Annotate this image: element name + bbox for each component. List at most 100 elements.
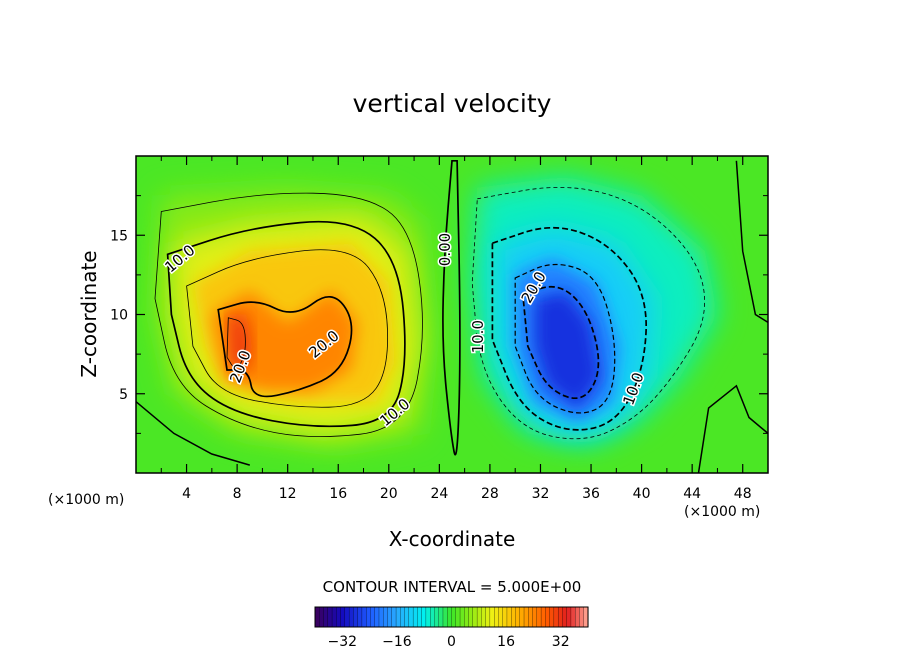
- colorbar-cell: [515, 606, 521, 628]
- colorbar-cell: [528, 606, 534, 628]
- colorbar-cell: [494, 606, 499, 628]
- colorbar-cell: [366, 606, 372, 628]
- colorbar-cell: [447, 606, 453, 628]
- colorbar-cell: [425, 606, 431, 628]
- colorbar-cell: [536, 606, 542, 628]
- colorbar-cell: [575, 606, 581, 628]
- colorbar-tick-label: 16: [497, 634, 515, 650]
- contour-line: [186, 249, 389, 408]
- contour-label: 10.0: [469, 320, 487, 353]
- colorbar-cell: [344, 606, 350, 628]
- colorbar-tick-label: 32: [552, 634, 570, 650]
- colorbar-cell: [395, 606, 401, 628]
- x-tick-label: 8: [233, 486, 242, 502]
- x-tick-label: 12: [279, 486, 297, 502]
- colorbar-cell: [378, 606, 384, 628]
- colorbar-cell: [327, 606, 333, 628]
- colorbar-cell: [340, 606, 346, 628]
- chart-title: vertical velocity: [353, 89, 552, 118]
- contour-line: [491, 226, 648, 431]
- colorbar-cell: [430, 606, 435, 628]
- y-tick-label: 5: [119, 387, 128, 403]
- colorbar-cell: [314, 606, 320, 628]
- x-unit-left: (×1000 m): [48, 492, 124, 508]
- colorbar-cell: [511, 606, 517, 628]
- colorbar-cell: [387, 606, 393, 628]
- y-axis-ticks: 5 10 15: [110, 195, 768, 434]
- colorbar-cell: [545, 606, 551, 628]
- colorbar-cell: [408, 606, 414, 628]
- colorbar-cell: [383, 606, 389, 628]
- x-tick-label: 36: [582, 486, 600, 502]
- x-tick-label: 24: [430, 486, 448, 502]
- contour-line: [521, 285, 600, 400]
- x-tick-label: 20: [380, 486, 398, 502]
- x-tick-label: 4: [182, 486, 191, 502]
- contour-line: [442, 159, 461, 456]
- colorbar-cell: [404, 606, 410, 628]
- contour-label: 0.00: [436, 233, 454, 266]
- y-tick-label: 10: [110, 308, 128, 324]
- colorbar-cell: [348, 606, 354, 628]
- colorbar-tick-label: −32: [328, 634, 358, 650]
- colorbar-cell: [532, 606, 538, 628]
- colorbar-cell: [323, 606, 329, 628]
- colorbar-cell: [370, 606, 376, 628]
- colorbar-cell: [489, 606, 495, 628]
- colorbar-cell: [353, 606, 359, 628]
- colorbar-cell: [502, 606, 508, 628]
- colorbar-cell: [549, 606, 555, 628]
- colorbar-cell: [476, 606, 482, 628]
- colorbar-cell: [519, 606, 525, 628]
- colorbar-cell: [417, 606, 423, 628]
- x-tick-label: 44: [683, 486, 701, 502]
- x-tick-label: 40: [633, 486, 651, 502]
- x-axis-label: X-coordinate: [389, 527, 516, 551]
- colorbar-cell: [374, 606, 380, 628]
- colorbar-cell: [472, 606, 478, 628]
- contour-line: [226, 317, 246, 368]
- colorbar-cell: [459, 606, 465, 628]
- x-tick-label: 48: [734, 486, 752, 502]
- colorbar-cell: [455, 606, 461, 628]
- colorbar-cell: [579, 606, 585, 628]
- colorbar-cell: [336, 606, 342, 628]
- contour-line: [697, 384, 768, 473]
- colorbar-cell: [481, 606, 487, 628]
- x-axis-ticks: 4 8 12 16 20 24 28 32 36 40 44 48: [160, 156, 752, 502]
- colorbar-cell: [412, 606, 418, 628]
- colorbar-cell: [553, 606, 559, 628]
- colorbar-cell: [485, 606, 491, 628]
- y-axis-label: Z-coordinate: [77, 250, 101, 377]
- colorbar-cell: [361, 606, 367, 628]
- colorbar-cell: [540, 606, 546, 628]
- colorbar-cell: [498, 606, 504, 628]
- contour-line: [136, 401, 251, 466]
- colorbar-cell: [331, 606, 337, 628]
- colorbar-cell: [391, 606, 397, 628]
- colorbar-cell: [562, 606, 568, 628]
- colorbar: −32 −16 0 16 32: [314, 606, 589, 650]
- x-tick-label: 32: [532, 486, 550, 502]
- colorbar-tick-label: −16: [382, 634, 412, 650]
- colorbar-cell: [464, 606, 470, 628]
- colorbar-cell: [434, 606, 440, 628]
- colorbar-cell: [400, 606, 406, 628]
- colorbar-tick-label: 0: [447, 634, 456, 650]
- contour-line: [514, 263, 616, 414]
- field-blob: [228, 314, 253, 374]
- colorbar-cell: [523, 606, 529, 628]
- contour-line: [166, 220, 406, 428]
- colorbar-cell: [570, 606, 576, 628]
- field-blob: [534, 290, 602, 410]
- colorbar-cell: [468, 606, 474, 628]
- x-tick-label: 16: [329, 486, 347, 502]
- colorbar-cell: [451, 606, 457, 628]
- contour-line: [217, 296, 353, 398]
- colorbar-cell: [557, 606, 563, 628]
- colorbar-frame: [314, 606, 589, 628]
- y-tick-label: 15: [110, 228, 128, 244]
- velocity-field: [136, 156, 768, 473]
